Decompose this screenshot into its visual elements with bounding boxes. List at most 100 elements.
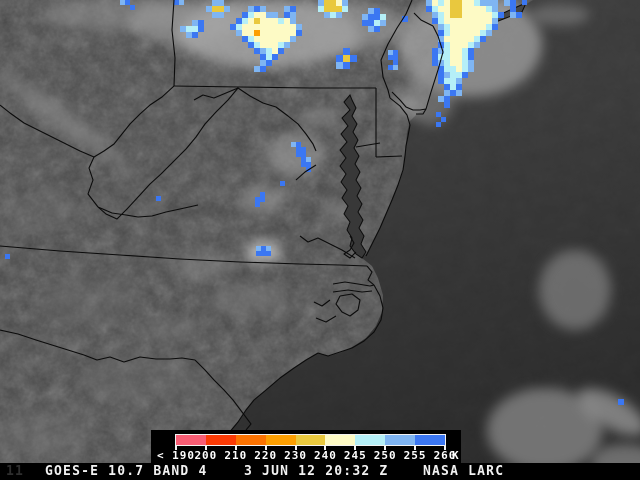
- storm-nyc-pixel: [462, 36, 468, 42]
- colorbar-segment: [205, 435, 236, 445]
- storm-pa-main-pixel: [236, 24, 242, 30]
- storm-njcoast-tail-pixel: [441, 117, 446, 122]
- storm-nyc-pixel: [438, 60, 444, 66]
- storm-ctr-gold-pixel: [330, 6, 336, 12]
- storm-va-dot2-pixel: [156, 196, 161, 201]
- cloud-patch: [265, 133, 325, 177]
- colorbar-tick-label: 255: [403, 449, 427, 462]
- storm-nyc-pixel: [444, 0, 450, 6]
- colorbar-tick-label: 230: [284, 449, 307, 462]
- storm-nyc-pixel: [486, 18, 492, 24]
- storm-nyc-pixel: [486, 12, 492, 18]
- border-de-south: [375, 155, 403, 158]
- colorbar-segment: [295, 435, 326, 445]
- storm-nyc-pixel: [510, 0, 516, 6]
- storm-va-dot1-pixel: [280, 181, 285, 186]
- colorbar-unit-label: K: [452, 449, 460, 462]
- storm-pa-main-pixel: [248, 24, 254, 30]
- storm-pa-main-pixel: [242, 18, 248, 24]
- storm-nyc-pixel: [462, 66, 468, 72]
- storm-ctr-dot-pixel: [402, 16, 408, 22]
- storm-ctr-blue-pixel: [374, 20, 380, 26]
- storm-nyc-pixel: [468, 42, 474, 48]
- storm-va-dc-pixel: [301, 157, 306, 162]
- storm-pa-west-pixel: [180, 26, 186, 32]
- storm-va-dc-pixel: [296, 147, 301, 152]
- storm-pa-main-pixel: [254, 48, 260, 54]
- storm-delriver-pixel: [393, 60, 398, 65]
- storm-nyc-pixel: [438, 24, 444, 30]
- colorbar-tick: [324, 446, 327, 450]
- storm-pa-main-pixel: [272, 48, 278, 54]
- border-wv-va: [97, 87, 239, 220]
- storm-pa-main-pixel: [296, 24, 302, 30]
- storm-nyc-pixel: [438, 72, 444, 78]
- border-delmarva-coast: [365, 155, 406, 257]
- storm-ctr-gold-pixel: [324, 6, 330, 12]
- storm-nyc-pixel: [438, 18, 444, 24]
- storm-pa-golddot-pixel: [206, 6, 212, 12]
- storm-nyc-pixel: [510, 12, 516, 18]
- storm-nyc-pixel: [468, 12, 474, 18]
- storm-delriver-pixel: [388, 50, 393, 55]
- storm-nyc-pixel: [444, 12, 450, 18]
- cloud-patch: [321, 201, 349, 219]
- colorbar-tick-label: 210: [224, 449, 248, 462]
- border-delmarva-va-md: [355, 142, 381, 148]
- storm-ctr-gold-pixel: [336, 12, 342, 18]
- storm-pa-golddot-pixel: [224, 6, 230, 12]
- colorbar-tick-label: 245: [343, 449, 367, 462]
- storm-nyc-pixel: [462, 54, 468, 60]
- storm-va-dc-pixel: [301, 152, 306, 157]
- storm-topedge-2-pixel: [174, 0, 179, 5]
- storm-nyc-pixel: [474, 24, 480, 30]
- storm-pa-main-pixel: [248, 6, 254, 12]
- storm-pa-main-pixel: [266, 36, 272, 42]
- status-bar: 11 GOES-E 10.7 BAND 4 3 JUN 12 20:32 Z N…: [0, 463, 640, 480]
- storm-va-dc-pixel: [306, 162, 311, 167]
- storm-nyc-pixel: [432, 6, 438, 12]
- storm-nyc-pixel: [444, 96, 450, 102]
- storm-wva-dot-pixel: [5, 254, 10, 259]
- storm-topedge-2-pixel: [179, 0, 184, 5]
- storm-pa-main-pixel: [248, 18, 254, 24]
- storm-nyc-pixel: [438, 36, 444, 42]
- storm-pa-main-pixel: [248, 30, 254, 36]
- storm-ctr-gold-pixel: [336, 6, 342, 12]
- storm-nyc-pixel: [444, 84, 450, 90]
- storm-nyc-pixel: [516, 12, 522, 18]
- storm-nyc-pixel: [462, 72, 468, 78]
- storm-nyc-pixel: [438, 96, 444, 102]
- storm-pa-main-pixel: [266, 42, 272, 48]
- storm-pa-golddot-pixel: [212, 12, 218, 18]
- storm-nyc-pixel: [462, 12, 468, 18]
- storm-nyc-pixel: [450, 24, 456, 30]
- storm-nyc-pixel: [480, 24, 486, 30]
- border-pamlico-river: [313, 299, 331, 307]
- colorbar-segment: [176, 435, 206, 445]
- storm-pa-main-pixel: [266, 60, 272, 66]
- storm-nyc-pixel: [480, 30, 486, 36]
- storm-njcoast-tail-pixel: [436, 112, 441, 117]
- storm-nyc-pixel: [432, 48, 438, 54]
- storm-nyc-pixel: [474, 18, 480, 24]
- storm-va-dc-pixel: [296, 152, 301, 157]
- storm-va-dc-pixel: [296, 142, 301, 147]
- border-ny-nj: [413, 12, 434, 27]
- storm-pa-west-pixel: [186, 32, 192, 38]
- cloud-patch: [0, 192, 80, 228]
- colorbar-segment: [355, 435, 386, 445]
- storm-nyc-pixel: [432, 60, 438, 66]
- storm-nyc-pixel: [468, 30, 474, 36]
- storm-pa-main-pixel: [260, 12, 266, 18]
- storm-nyc-pixel: [468, 60, 474, 66]
- storm-nyc-pixel: [444, 72, 450, 78]
- storm-nyc-pixel: [474, 12, 480, 18]
- storm-pa-main-pixel: [278, 36, 284, 42]
- cloud-patch: [57, 118, 133, 172]
- storm-nyc-pixel: [438, 48, 444, 54]
- storm-pa-west-pixel: [192, 32, 198, 38]
- storm-nyc-pixel: [450, 66, 456, 72]
- border-albemarle-north: [332, 281, 375, 287]
- storm-ctr-gold-pixel: [318, 6, 324, 12]
